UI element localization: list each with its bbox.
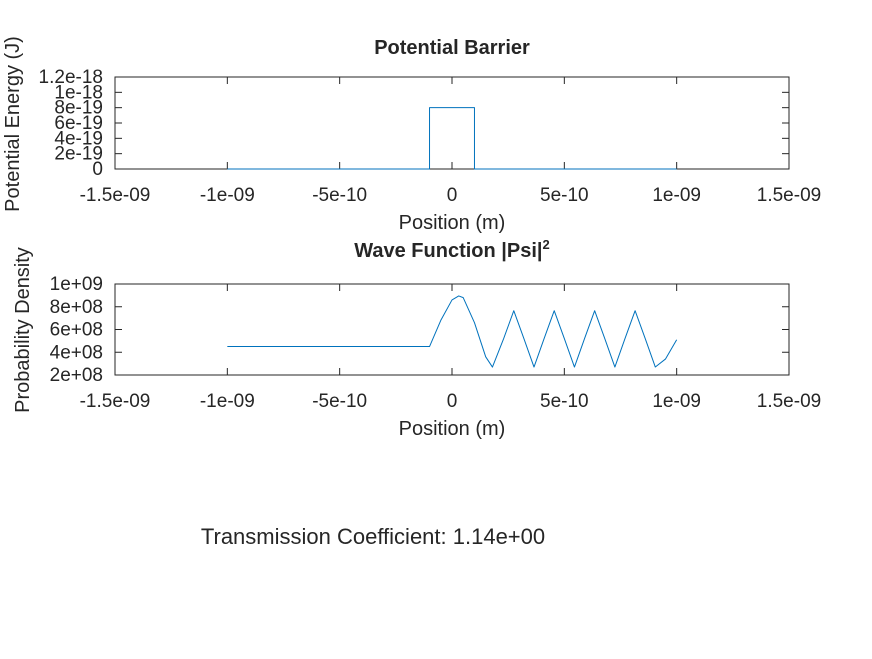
potential-barrier-plot: Potential Barrier Position (m) Potential… bbox=[2, 36, 821, 234]
potential-y-tick-label: 1e-18 bbox=[54, 82, 103, 103]
wave-function-title: Wave Function |Psi|2 bbox=[354, 237, 550, 262]
wave-function-title-superscript: 2 bbox=[543, 237, 550, 252]
wave-x-tick-label: -1e-09 bbox=[200, 391, 255, 412]
wave-x-tick-label: 0 bbox=[447, 391, 458, 412]
potential-y-axis-label: Potential Energy (J) bbox=[2, 36, 24, 212]
potential-x-tick-label: -5e-10 bbox=[312, 185, 367, 206]
potential-x-tick-label: 0 bbox=[447, 185, 458, 206]
potential-x-tick-label: -1.5e-09 bbox=[80, 185, 151, 206]
potential-x-axis-label: Position (m) bbox=[399, 212, 506, 234]
wave-y-tick-label: 1e+09 bbox=[50, 274, 103, 295]
transmission-coefficient-text: Transmission Coefficient: 1.14e+00 bbox=[201, 524, 545, 549]
wave-x-tick-label: 1e-09 bbox=[652, 391, 701, 412]
potential-y-tick-label: 0 bbox=[92, 159, 103, 180]
wave-x-axis-label: Position (m) bbox=[399, 418, 506, 440]
wave-function-plot: Wave Function |Psi|2 Position (m) Probab… bbox=[12, 237, 821, 440]
potential-x-tick-label: 1.5e-09 bbox=[757, 185, 821, 206]
potential-y-tick-label: 2e-19 bbox=[54, 144, 103, 165]
potential-x-tick-label: 1e-09 bbox=[652, 185, 701, 206]
potential-y-tick-label: 6e-19 bbox=[54, 113, 103, 134]
wave-series-line bbox=[227, 295, 678, 368]
potential-y-tick-label: 8e-19 bbox=[54, 98, 103, 119]
potential-barrier-title: Potential Barrier bbox=[374, 37, 530, 59]
wave-x-tick-label: 1.5e-09 bbox=[757, 391, 821, 412]
wave-function-title-main: Wave Function |Psi| bbox=[354, 240, 542, 262]
wave-x-tick-label: 5e-10 bbox=[540, 391, 589, 412]
wave-y-axis-label: Probability Density bbox=[12, 247, 34, 413]
potential-y-tick-label: 1.2e-18 bbox=[39, 67, 103, 88]
potential-x-tick-label: 5e-10 bbox=[540, 185, 589, 206]
wave-x-tick-label: -5e-10 bbox=[312, 391, 367, 412]
wave-x-tick-label: -1.5e-09 bbox=[80, 391, 151, 412]
wave-y-tick-label: 8e+08 bbox=[50, 297, 103, 318]
potential-y-tick-label: 4e-19 bbox=[54, 128, 103, 149]
wave-y-tick-label: 6e+08 bbox=[50, 320, 103, 341]
wave-y-tick-label: 2e+08 bbox=[50, 365, 103, 386]
potential-series-line bbox=[227, 107, 677, 170]
wave-y-tick-label: 4e+08 bbox=[50, 342, 103, 363]
potential-x-tick-label: -1e-09 bbox=[200, 185, 255, 206]
